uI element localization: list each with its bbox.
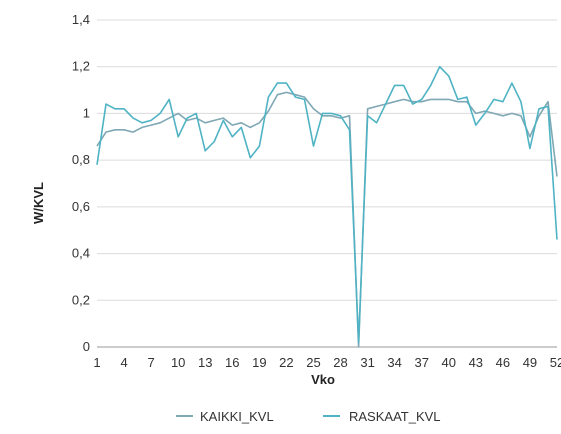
x-tick-label: 46 [496,355,510,370]
gridlines [97,19,557,301]
x-tick-label: 1 [93,355,100,370]
x-tick-label: 49 [523,355,537,370]
y-tick-label: 0,8 [72,152,90,167]
x-axis-ticks: 1 4 7 10 13 16 19 22 25 28 31 34 37 40 43 46 49 52 [93,355,561,370]
series-line-raskaat-kvl [96,65,558,344]
x-tick-label: 22 [279,355,293,370]
y-tick-label: 1,2 [72,59,90,74]
legend-label-raskaat: RASKAAT_KVL [349,409,441,424]
x-tick-label: 16 [225,355,239,370]
y-axis-title: W/KVL [31,182,46,224]
x-tick-label: 10 [171,355,185,370]
x-tick-label: 43 [469,355,483,370]
legend-item-raskaat: RASKAAT_KVL [323,409,441,424]
x-tick-label: 37 [414,355,428,370]
x-tick-label: 31 [360,355,374,370]
series-line-kaikki-kvl [96,91,558,348]
y-tick-label: 0 [83,339,90,354]
x-tick-label: 52 [550,355,561,370]
legend-label-kaikki: KAIKKI_KVL [200,409,274,424]
y-tick-label: 0,4 [72,246,90,261]
x-tick-label: 13 [198,355,212,370]
legend: KAIKKI_KVL RASKAAT_KVL [176,409,441,424]
x-tick-label: 34 [387,355,401,370]
x-tick-label: 25 [306,355,320,370]
x-tick-label: 28 [333,355,347,370]
x-tick-label: 4 [120,355,127,370]
y-axis-ticks: 0 0,2 0,4 0,6 0,8 1 1,2 1,4 [72,12,90,354]
y-tick-label: 0,6 [72,199,90,214]
x-axis-title: Vko [311,372,335,387]
x-tick-label: 19 [252,355,266,370]
y-tick-label: 1 [83,105,90,120]
legend-item-kaikki: KAIKKI_KVL [176,409,274,424]
y-tick-label: 0,2 [72,292,90,307]
x-tick-label: 7 [148,355,155,370]
y-tick-label: 1,4 [72,12,90,27]
x-tick-label: 40 [442,355,456,370]
series-lines [96,65,558,348]
